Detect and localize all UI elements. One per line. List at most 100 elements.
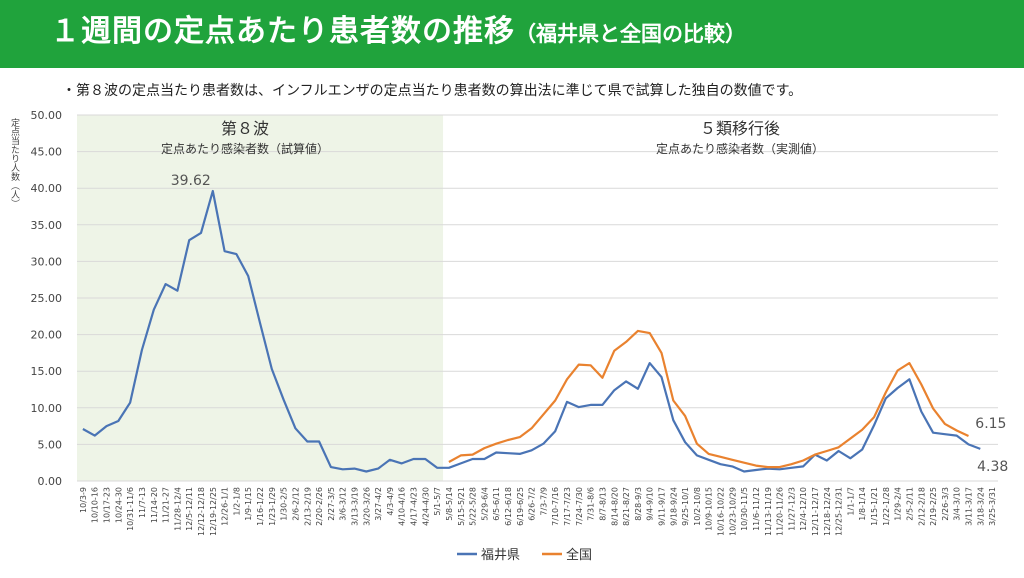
- title-banner: １週間の定点あたり患者数の推移（福井県と全国の比較）: [0, 0, 1024, 68]
- x-tick-label: 9/4-9/10: [646, 487, 655, 521]
- x-tick-label: 1/9-1/15: [244, 487, 253, 521]
- y-tick-label: 45.00: [31, 146, 63, 159]
- series-line-zenkoku: [448, 329, 969, 469]
- y-tick-label: 25.00: [31, 292, 63, 305]
- title-subtitle: （福井県と全国の比較）: [515, 22, 746, 46]
- x-tick-label: 4/24-4/30: [421, 487, 430, 526]
- x-tick-label: 5/29-6/4: [480, 487, 489, 521]
- x-tick-label: 12/5-12/11: [185, 487, 194, 531]
- x-tick-label: 2/13-2/19: [303, 487, 312, 526]
- x-tick-label: 7/3-7/9: [539, 487, 548, 516]
- series-line-fukui: [82, 189, 981, 473]
- x-tick-label: 7/31-8/6: [587, 487, 596, 521]
- y-tick-label: 30.00: [31, 255, 63, 268]
- x-tick-label: 8/14-8/20: [610, 487, 619, 526]
- y-tick-label: 20.00: [31, 329, 63, 342]
- x-tick-label: 1/22-1/28: [882, 487, 891, 526]
- x-tick-label: 12/19-12/25: [209, 487, 218, 536]
- section-subtitle-wave8: 定点あたり感染者数（試算値）: [161, 141, 329, 156]
- x-tick-label: 5/1-5/7: [433, 487, 442, 516]
- y-tick-label: 5.00: [38, 438, 63, 451]
- x-tick-label: 3/4-3/10: [953, 487, 962, 521]
- y-axis-label: 定点当たり人数（人）: [9, 117, 20, 208]
- x-tick-label: 6/26-7/2: [528, 487, 537, 521]
- x-tick-label: 10/2-10/8: [693, 487, 702, 526]
- x-tick-label: 1/16-1/22: [256, 487, 265, 526]
- y-tick-label: 15.00: [31, 365, 63, 378]
- x-tick-label: 2/26-3/3: [941, 487, 950, 521]
- legend-label-zenkoku: 全国: [566, 547, 592, 563]
- y-tick-label: 35.00: [31, 219, 63, 232]
- legend-label-fukui: 福井県: [481, 548, 520, 563]
- x-tick-label: 11/6-11/12: [752, 487, 761, 531]
- x-tick-label: 4/10-4/16: [398, 487, 407, 526]
- x-tick-label: 9/11-9/17: [657, 487, 666, 526]
- x-tick-label: 11/28-12/4: [173, 487, 182, 531]
- x-tick-label: 10/31-11/6: [126, 487, 135, 531]
- x-tick-label: 11/21-27: [162, 487, 171, 523]
- section-title-wave8: 第８波: [221, 119, 269, 138]
- x-tick-label: 3/27-4/2: [374, 487, 383, 521]
- x-tick-label: 9/18-9/24: [669, 487, 678, 526]
- x-tick-label: 3/11-3/17: [964, 487, 973, 526]
- x-tick-label: 12/26-1/1: [221, 487, 230, 526]
- x-tick-label: 11/7-13: [138, 487, 147, 518]
- x-tick-label: 12/4-12/10: [799, 487, 808, 531]
- x-tick-label: 3/18-3/24: [976, 487, 985, 526]
- x-tick-label: 12/11-12/17: [811, 487, 820, 536]
- x-tick-label: 12/12-12/18: [197, 487, 206, 536]
- x-tick-label: 3/25-3/31: [988, 487, 997, 526]
- y-tick-label: 10.00: [31, 402, 63, 415]
- x-tick-label: 8/7-8/13: [598, 487, 607, 521]
- x-tick-label: 1/2-1/8: [232, 487, 241, 516]
- x-tick-label: 2/6-2/12: [291, 487, 300, 521]
- x-tick-label: 2/19-2/25: [929, 487, 938, 526]
- footnote: ・第８波の定点当たり患者数は、インフルエンザの定点当たり患者数の算出法に準じて県…: [62, 83, 803, 99]
- x-tick-label: 10/24-30: [114, 487, 123, 523]
- x-tick-label: 11/27-12/3: [787, 487, 796, 531]
- x-tick-label: 10/23-10/29: [728, 487, 737, 536]
- x-tick-label: 11/13-11/19: [764, 487, 773, 536]
- fukui-last-label: 4.38: [977, 459, 1008, 475]
- x-tick-label: 1/1-1/7: [846, 487, 855, 516]
- x-tick-label: 2/12-2/18: [917, 487, 926, 526]
- peak-label: 39.62: [171, 173, 211, 189]
- x-tick-label: 7/17-7/23: [563, 487, 572, 526]
- title-main: １週間の定点あたり患者数の推移: [50, 14, 515, 49]
- x-tick-label: 6/19-6/25: [516, 487, 525, 526]
- x-tick-label: 3/6-3/12: [339, 487, 348, 521]
- x-tick-label: 2/27-3/5: [327, 487, 336, 521]
- section-title-class5: ５類移行後: [700, 119, 780, 138]
- x-tick-label: 6/5-6/11: [492, 487, 501, 521]
- x-tick-label: 4/3-4/9: [386, 487, 395, 516]
- x-tick-label: 1/30-2/5: [280, 487, 289, 521]
- x-tick-label: 10/10-16: [91, 487, 100, 523]
- x-tick-label: 9/25-10/1: [681, 487, 690, 526]
- x-tick-label: 2/5-2/11: [905, 487, 914, 521]
- x-tick-label: 4/17-4/23: [410, 487, 419, 526]
- x-tick-label: 10/9-10/15: [705, 487, 714, 531]
- zenkoku-last-label: 6.15: [975, 416, 1006, 432]
- x-tick-label: 8/21-8/27: [622, 487, 631, 526]
- x-tick-label: 6/12-6/18: [504, 487, 513, 526]
- x-tick-label: 2/20-2/26: [315, 487, 324, 526]
- x-tick-label: 3/20-3/26: [362, 487, 371, 526]
- section-subtitle-class5: 定点あたり感染者数（実測値）: [656, 141, 824, 156]
- x-tick-label: 11/20-11/26: [776, 487, 785, 536]
- x-tick-label: 10/17-23: [103, 487, 112, 523]
- x-tick-label: 10/3-9: [79, 487, 88, 513]
- x-tick-label: 7/10-7/16: [551, 487, 560, 526]
- x-tick-label: 1/23-1/29: [268, 487, 277, 526]
- x-tick-label: 10/30-11/5: [740, 487, 749, 531]
- y-tick-label: 50.00: [31, 109, 63, 122]
- x-tick-label: 8/28-9/3: [634, 487, 643, 521]
- x-tick-label: 5/15-5/21: [457, 487, 466, 526]
- x-tick-label: 12/18-12/24: [823, 487, 832, 536]
- x-tick-label: 12/25-12/31: [835, 487, 844, 536]
- x-tick-label: 1/29-2/4: [894, 487, 903, 521]
- x-tick-label: 3/13-3/19: [350, 487, 359, 526]
- x-tick-label: 5/8-5/14: [445, 487, 454, 521]
- y-tick-label: 0.00: [38, 475, 63, 488]
- y-tick-label: 40.00: [31, 182, 63, 195]
